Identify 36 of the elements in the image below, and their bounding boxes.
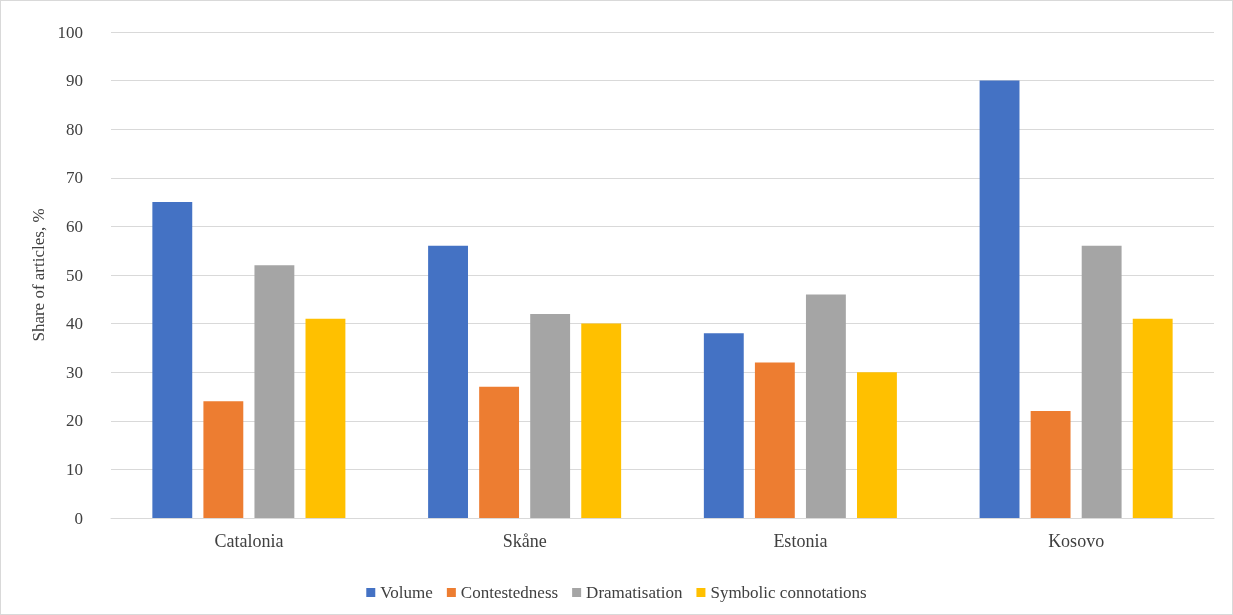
x-tick-label: Kosovo [1048,531,1105,551]
y-tick-label: 100 [57,22,83,42]
bar [857,372,897,518]
y-tick-label: 70 [66,168,83,188]
y-tick-label: 50 [66,265,83,285]
x-tick-label: Catalonia [214,531,284,551]
y-tick-label: 80 [66,119,83,139]
legend-label: Contestedness [460,583,559,602]
legend-label: Volume [380,583,433,602]
bar [428,245,468,518]
x-tick-label: Skåne [502,531,547,551]
y-tick-label: 90 [66,71,83,91]
bar [305,318,346,518]
bar [581,323,622,518]
bar [979,80,1020,518]
bar [1081,245,1122,518]
bar [703,333,744,518]
bar [754,362,795,518]
y-tick-label: 20 [66,411,83,431]
bar [254,265,295,518]
y-tick-label: 0 [74,508,83,528]
bar [530,313,571,518]
y-tick-label: 10 [66,459,83,479]
bar [152,202,193,518]
x-tick-label: Estonia [773,531,828,551]
bar [1030,411,1071,518]
bar [479,386,520,518]
y-tick-label: 60 [66,216,83,236]
y-tick-label: 40 [66,314,83,334]
bar [805,294,846,518]
bar [203,401,244,518]
y-axis-title: Share of articles, % [28,208,48,342]
legend-label: Dramatisation [586,583,683,602]
bar [1132,318,1173,518]
y-tick-label: 30 [66,362,83,382]
legend-label: Symbolic connotations [710,583,867,602]
